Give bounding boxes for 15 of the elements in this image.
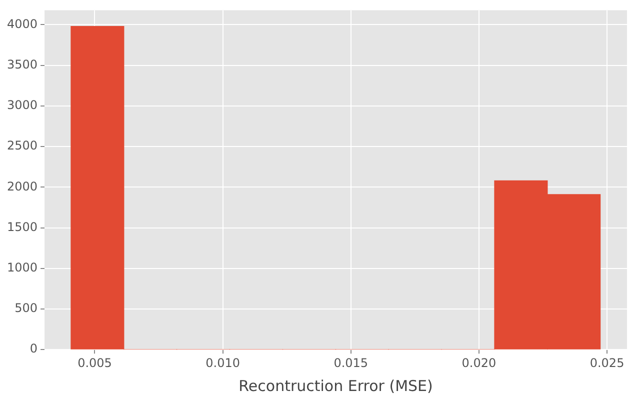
y-tick-label: 1500 (6, 220, 38, 234)
x-tick-label: 0.025 (590, 356, 624, 370)
x-tick-label: 0.015 (334, 356, 368, 370)
x-tick-label: 0.010 (206, 356, 240, 370)
x-axis-title: Recontruction Error (MSE) (238, 376, 433, 395)
y-tick-label: 3500 (6, 57, 38, 72)
y-tick-label: 0 (30, 342, 38, 356)
y-tick-label: 2500 (6, 138, 38, 153)
y-tick-label: 1000 (6, 260, 38, 275)
y-tick-label: 4000 (6, 16, 38, 31)
y-tick-label: 500 (14, 301, 38, 316)
y-tick-label: 2000 (6, 179, 38, 194)
x-tick-label: 0.005 (78, 356, 112, 370)
y-tick-label: 3000 (6, 98, 38, 112)
x-tick-label: 0.020 (462, 356, 496, 370)
